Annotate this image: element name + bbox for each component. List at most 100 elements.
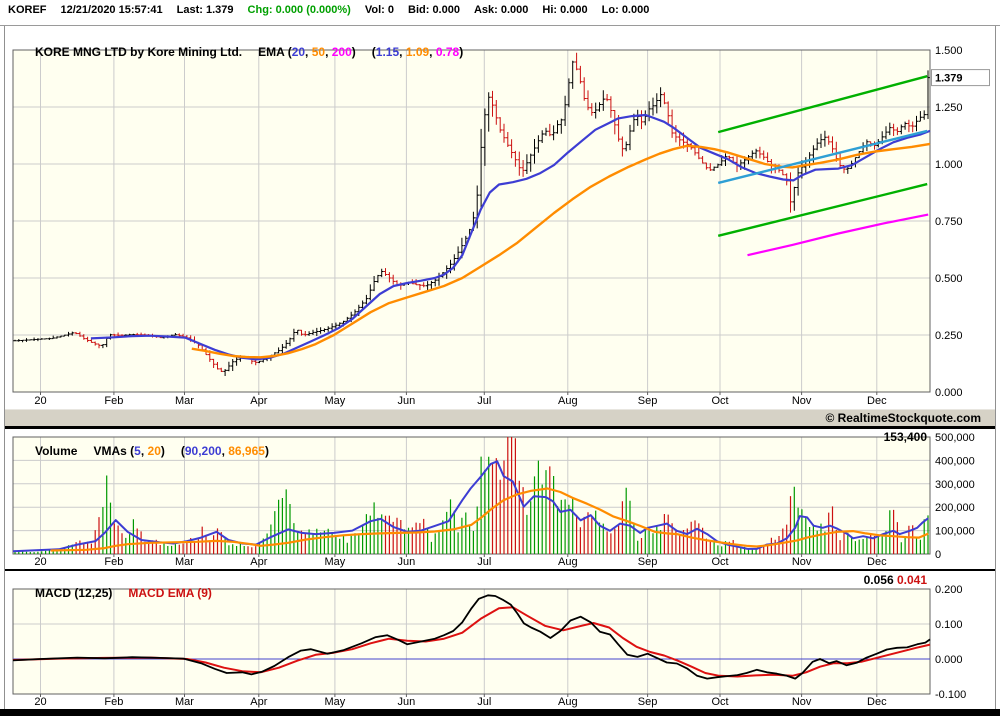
vma5-period: 5 (134, 444, 141, 458)
macd-line (12, 594, 931, 680)
month-label: Sep (638, 696, 658, 708)
gridlines (13, 589, 930, 694)
month-label: 20 (34, 556, 46, 568)
ema200-period: 200 (331, 45, 352, 59)
month-label: Jun (398, 395, 416, 407)
month-label: Jul (477, 696, 491, 708)
volume-value: Vol: 0 (364, 4, 394, 16)
month-label: Mar (175, 696, 194, 708)
macd-signal-title: MACD EMA (9) (128, 586, 212, 600)
ema50-value: 1.09 (405, 45, 430, 59)
x-axis-labels: 20 Feb Mar Apr May Jun Jul Aug Sep Oct Nov Dec (34, 696, 887, 708)
vma20-value: 86,965 (228, 444, 265, 458)
y-axis-labels: 500,000 400,000 300,000 200,000 100,000 0 (935, 432, 975, 561)
volume-last-value: 153,400 (883, 430, 927, 444)
y-tick-label: 1.500 (935, 45, 963, 57)
month-label: Jul (477, 395, 491, 407)
month-label: Feb (104, 556, 123, 568)
ema20-period: 20 (291, 45, 306, 59)
month-label: May (325, 556, 346, 568)
change-value: Chg: 0.000 (0.000%) (247, 4, 351, 16)
y-tick-label: 0.500 (935, 273, 963, 285)
plot-border (12, 49, 931, 393)
plot-background (13, 437, 930, 554)
y-tick-label: 300,000 (935, 479, 975, 491)
price-chart-panel: 1.500 1.250 1.000 0.750 0.500 0.250 0.000 20 Feb… (5, 26, 995, 409)
gridlines (13, 50, 930, 392)
vma20-line (50, 487, 929, 552)
vmas-label: VMAs (93, 444, 127, 458)
ema20-value: 1.15 (375, 45, 400, 59)
ema20-line (90, 113, 931, 361)
last-price-tag-box (931, 69, 990, 87)
month-label: Nov (792, 556, 812, 568)
high-value: Hi: 0.000 (542, 4, 588, 16)
y-tick-label: 0 (935, 549, 941, 561)
chart-title: KORE MNG LTD by Kore Mining Ltd. (35, 45, 243, 59)
ema50-line (191, 142, 931, 359)
ema200-value: 0.78 (435, 45, 460, 59)
macd-values: 0.056 0.041 (864, 573, 927, 587)
price-chart: 1.500 1.250 1.000 0.750 0.500 0.250 0.000 20 Feb… (12, 45, 990, 407)
y-tick-label: 0.100 (935, 619, 963, 631)
y-tick-label: 1.000 (935, 159, 963, 171)
y-tick-label: 400,000 (935, 455, 975, 467)
price-panel-title: KORE MNG LTD by Kore Mining Ltd. EMA (20,… (35, 45, 464, 59)
trendline-lower-channel (717, 182, 928, 237)
month-label: Nov (792, 696, 812, 708)
macd-signal-line (12, 606, 931, 678)
ask-value: Ask: 0.000 (473, 4, 529, 16)
symbol: KOREF (8, 4, 47, 16)
low-value: Lo: 0.000 (601, 4, 650, 16)
x-axis-labels: 20 Feb Mar Apr May Jun Jul Aug Sep Oct Nov Dec (34, 556, 887, 568)
ema200-line (747, 213, 929, 257)
vma5-value: 90,200 (184, 444, 222, 458)
trendline-upper-channel (717, 75, 928, 134)
quote-datetime: 12/21/2020 15:57:41 (60, 4, 163, 16)
month-label: Dec (867, 556, 887, 568)
y-axis-labels: 0.200 0.100 0.000 -0.100 (935, 584, 966, 701)
macd-title: MACD (12,25) (35, 586, 113, 600)
y-tick-label: 0.250 (935, 330, 963, 342)
bid-value: Bid: 0.000 (408, 4, 460, 16)
macd-signal-last-value: 0.041 (896, 573, 927, 587)
last-value: Last: 1.379 (176, 4, 234, 16)
volume-title: Volume (35, 444, 78, 458)
plot-border (12, 588, 931, 695)
plot-background (13, 589, 930, 694)
month-label: Sep (638, 556, 658, 568)
ohlc-bars-down (74, 52, 915, 372)
panel-separator (5, 569, 995, 571)
y-tick-label: 200,000 (935, 502, 975, 514)
y-tick-label: -0.100 (935, 689, 966, 701)
chart-frame: 1.500 1.250 1.000 0.750 0.500 0.250 0.000 20 Feb… (4, 26, 996, 709)
y-axis-labels: 1.500 1.250 1.000 0.750 0.500 0.250 0.000 (935, 45, 963, 399)
month-label: Apr (250, 395, 267, 407)
month-label: Mar (175, 556, 194, 568)
y-tick-label: 0.000 (935, 654, 963, 666)
month-label: Dec (867, 395, 887, 407)
macd-panel-title: MACD (12,25) MACD EMA (9) (15, 572, 212, 614)
month-label: Dec (867, 696, 887, 708)
month-label: Apr (250, 556, 267, 568)
gridlines (13, 437, 930, 554)
bottom-bar (0, 709, 1000, 716)
month-label: Jun (398, 696, 416, 708)
month-label: May (325, 696, 346, 708)
month-label: 20 (34, 696, 46, 708)
last-price-tag: 1.379 (935, 73, 963, 85)
vma20-period: 20 (147, 444, 161, 458)
month-label: 20 (34, 395, 46, 407)
panel-separator (5, 426, 995, 429)
month-label: Jun (398, 556, 416, 568)
month-label: Sep (638, 395, 658, 407)
ema-label: EMA (258, 45, 285, 59)
y-tick-label: 1.250 (935, 102, 963, 114)
month-label: Feb (104, 696, 123, 708)
macd-chart-panel: 0.200 0.100 0.000 -0.100 20 Feb Mar Apr May Jun Ju… (5, 571, 995, 709)
ema50-period: 50 (311, 45, 326, 59)
y-tick-label: 0.200 (935, 584, 963, 596)
macd-last-value: 0.056 (863, 573, 894, 587)
y-tick-label: 100,000 (935, 526, 975, 538)
y-tick-label: 0.750 (935, 216, 963, 228)
